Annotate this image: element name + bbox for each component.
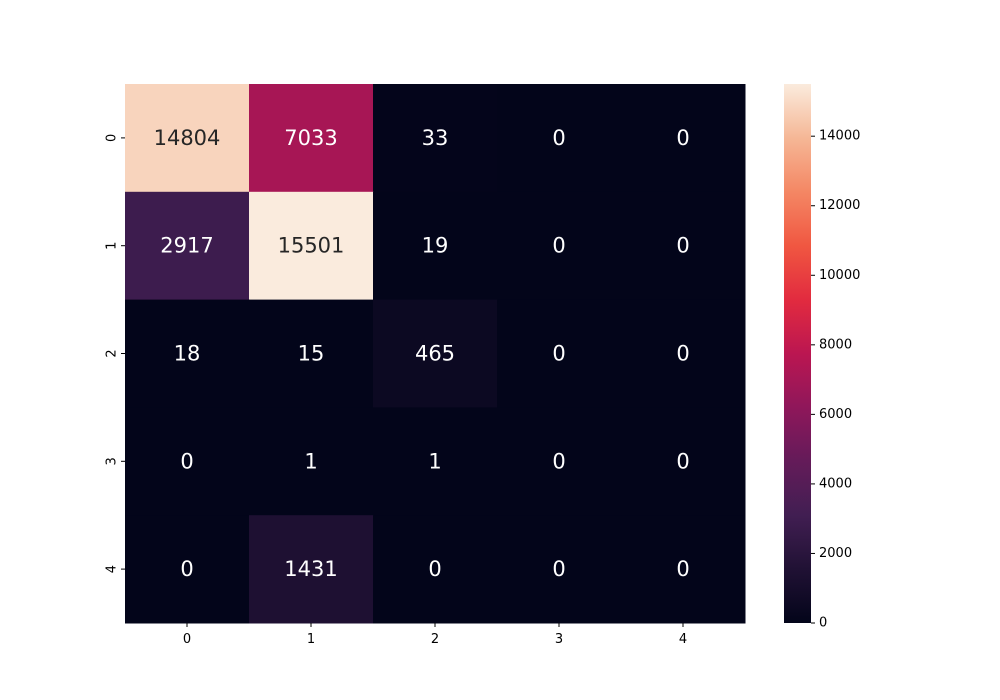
cell-value-label: 7033 [284,126,337,150]
heatmap-cell-3-2 [373,407,498,516]
cell-value-label: 0 [180,557,193,581]
cell-value-label: 15 [298,342,325,366]
heatmap-cell-0-2 [373,84,498,193]
heatmap-cell-1-2 [373,191,498,301]
cell-value-label: 0 [676,234,689,258]
cell-value-label: 465 [415,342,455,366]
x-tick-label: 4 [679,632,687,647]
heatmap-cell-1-0 [125,191,250,301]
colorbar-tick-label: 14000 [819,129,860,144]
x-tick-label: 2 [431,632,439,647]
cell-value-label: 0 [676,342,689,366]
cell-value-label: 0 [552,126,565,150]
heatmap-cell-2-1 [249,299,374,408]
cell-value-label: 14804 [154,126,221,150]
heatmap-cell-1-3 [497,191,622,301]
cell-value-label: 1 [428,449,441,473]
heatmap-cell-2-0 [125,299,250,408]
x-axis: 0 1 2 3 4 [183,623,687,647]
heatmap-cell-0-0 [125,84,250,193]
cell-value-label: 19 [422,234,449,258]
cell-value-label: 0 [552,557,565,581]
heatmap-cell-2-3 [497,299,622,408]
y-axis: 0 1 2 3 4 [105,134,125,573]
colorbar-tick-label: 8000 [819,337,852,352]
colorbar-tick-label: 4000 [819,476,852,491]
heatmap-cells: 14804 7033 33 0 0 2917 15501 19 0 0 18 15 465 0 0 0 1 1 0 0… [125,84,746,624]
cell-value-label: 0 [676,557,689,581]
colorbar-tick-label: 12000 [819,198,860,213]
cell-value-label: 0 [676,449,689,473]
colorbar-tick-label: 6000 [819,407,852,422]
x-tick-label: 0 [183,632,191,647]
cell-value-label: 15501 [278,234,345,258]
heatmap-cell-0-3 [497,84,622,193]
heatmap-cell-3-3 [497,407,622,516]
colorbar: 0 2000 4000 6000 8000 10000 12000 14000 [784,84,860,631]
x-tick-label: 1 [307,632,315,647]
heatmap-cell-1-1 [249,191,374,301]
cell-value-label: 0 [552,449,565,473]
y-tick-label: 4 [105,565,120,573]
heatmap-cell-4-0 [125,515,250,624]
colorbar-tick-label: 10000 [819,268,860,283]
cell-value-label: 2917 [160,234,213,258]
x-tick-label: 3 [555,632,563,647]
y-tick-label: 0 [105,134,120,142]
cell-value-label: 0 [552,234,565,258]
colorbar-tick-label: 0 [819,616,827,631]
cell-value-label: 33 [422,126,449,150]
heatmap-cell-3-1 [249,407,374,516]
y-tick-label: 2 [105,349,120,357]
cell-value-label: 0 [552,342,565,366]
heatmap-cell-2-2 [373,299,498,408]
cell-value-label: 0 [428,557,441,581]
y-tick-label: 1 [105,242,120,250]
cell-value-label: 0 [180,449,193,473]
heatmap-cell-0-1 [249,84,374,193]
heatmap-cell-0-4 [621,84,746,193]
heatmap-cell-1-4 [621,191,746,301]
heatmap-cell-4-2 [373,515,498,624]
colorbar-gradient [784,84,811,623]
colorbar-tick-label: 2000 [819,546,852,561]
cell-value-label: 18 [174,342,201,366]
cell-value-label: 1 [304,449,317,473]
cell-value-label: 0 [676,126,689,150]
heatmap-cell-3-4 [621,407,746,516]
heatmap-cell-4-4 [621,515,746,624]
heatmap-cell-2-4 [621,299,746,408]
heatmap-cell-4-1 [249,515,374,624]
heatmap-cell-4-3 [497,515,622,624]
y-tick-label: 3 [105,457,120,465]
heatmap-cell-3-0 [125,407,250,516]
cell-value-label: 1431 [284,557,337,581]
